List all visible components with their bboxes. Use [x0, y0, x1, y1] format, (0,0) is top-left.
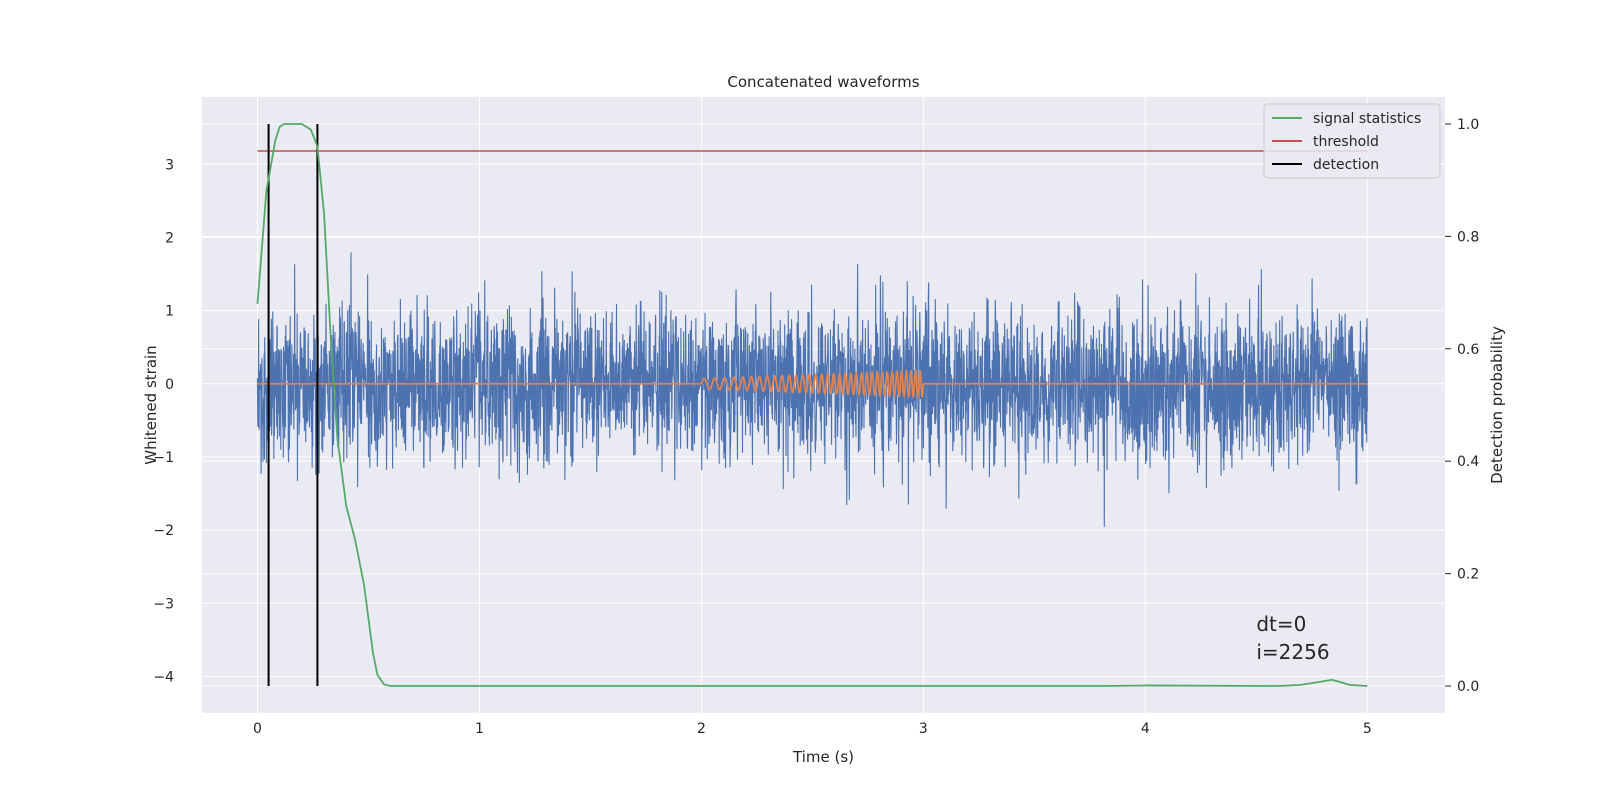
- y-tick-label: −4: [153, 669, 174, 685]
- annotation-dt: dt=0: [1256, 612, 1306, 636]
- y-right-tick-label: 0.6: [1457, 342, 1479, 358]
- legend-box: [1263, 103, 1441, 179]
- probability-series: [256, 123, 1368, 687]
- y-right-tick-label: 0.2: [1457, 567, 1479, 583]
- y-tick-label: −1: [153, 450, 174, 466]
- annotations: dt=0 i=2256: [1256, 612, 1329, 664]
- x-tick-label: 0: [253, 721, 262, 737]
- y-right-tick-label: 0.8: [1457, 229, 1479, 245]
- ticks: 0 1 2 3 4 5 3 2 1 0 −1 −2 −3 −4 1.0 0.8 0.6 0.4 0.2 0.0: [153, 117, 1479, 737]
- y-axis-label: Whitened strain: [142, 345, 160, 464]
- y-right-tick-label: 0.0: [1457, 679, 1479, 695]
- x-tick-label: 4: [1141, 721, 1150, 737]
- legend-label-signal-statistics: signal statistics: [1313, 111, 1421, 127]
- x-tick-label: 1: [475, 721, 484, 737]
- template-line: [257, 368, 1368, 400]
- y-tick-label: 2: [165, 230, 174, 246]
- y-tick-label: −3: [153, 596, 174, 612]
- y-tick-label: 0: [165, 377, 174, 393]
- y-tick-label: 1: [165, 304, 174, 320]
- y-right-tick-label: 1.0: [1457, 117, 1479, 133]
- y-right-tick-label: 0.4: [1457, 454, 1479, 470]
- x-tick-label: 3: [919, 721, 928, 737]
- chart-title: Concatenated waveforms: [727, 73, 919, 91]
- signal-statistics-line: [256, 123, 1368, 687]
- x-axis-label: Time (s): [792, 748, 854, 766]
- annotation-index: i=2256: [1256, 640, 1329, 664]
- legend-label-threshold: threshold: [1313, 134, 1379, 150]
- x-tick-label: 2: [697, 721, 706, 737]
- y-tick-label: −2: [153, 523, 174, 539]
- legend: signal statistics threshold detection: [1263, 103, 1441, 179]
- template-series: [257, 368, 1368, 400]
- y-tick-label: 3: [165, 157, 174, 173]
- x-tick-label: 5: [1363, 721, 1372, 737]
- y-axis-right-label: Detection probability: [1488, 326, 1506, 484]
- legend-label-detection: detection: [1313, 157, 1379, 173]
